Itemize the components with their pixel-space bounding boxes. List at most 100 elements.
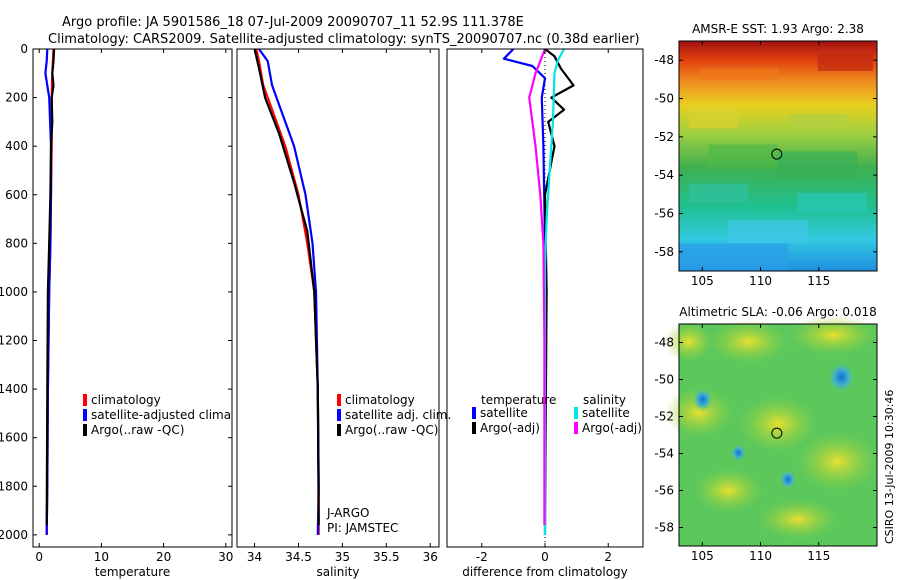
diff-series-salinity-argo-adj-	[528, 48, 547, 526]
diff-temp-legend-swatch	[472, 422, 476, 434]
sal-xtick-label: 36	[423, 550, 438, 564]
temp-ytick-label: 1800	[0, 479, 28, 493]
sal-series-climatology	[255, 48, 320, 535]
diff-xtick-label: 2	[604, 550, 612, 564]
diff-sal-legend-label: Argo(-adj)	[582, 421, 642, 435]
sal-annotation: PI: JAMSTEC	[327, 521, 398, 535]
temp-ytick-label: 400	[5, 139, 28, 153]
temp-ytick-label: 1200	[0, 334, 28, 348]
sla-ytick-label: -48	[654, 336, 674, 350]
sla-high-patch	[757, 499, 838, 540]
sst-patch	[688, 183, 749, 202]
temp-xtick-label: 10	[94, 550, 109, 564]
sla-low-patch	[730, 443, 747, 462]
sst-ytick-label: -58	[654, 245, 674, 259]
sal-xtick-label: 35.5	[373, 550, 400, 564]
sla-ytick-label: -54	[654, 447, 674, 461]
diff-sal-legend-label: satellite	[582, 406, 630, 420]
sst-patch	[778, 151, 858, 179]
figure-title-line2: Climatology: CARS2009. Satellite-adjuste…	[48, 32, 640, 47]
sal-legend-label: satellite adj. clim.	[345, 408, 451, 422]
sst-patch	[698, 68, 778, 81]
sst-patch	[679, 243, 788, 271]
sst-patch	[797, 192, 868, 212]
sla-ytick-label: -52	[654, 410, 674, 424]
diff-series-temperature-satellite	[502, 48, 547, 535]
temp-ytick-label: 200	[5, 91, 28, 105]
sla-high-patch	[788, 315, 879, 356]
sst-argo-marker	[771, 148, 783, 160]
sst-ytick-label: -50	[654, 92, 674, 106]
diff-sal-legend-swatch	[574, 422, 578, 434]
sla-high-patch	[738, 395, 818, 452]
sst-xtick-label: 105	[691, 274, 714, 288]
figure-title-line1: Argo profile: JA 5901586_18 07-Jul-2009 …	[62, 15, 524, 30]
sal-xlabel: salinity	[316, 565, 359, 579]
sal-series-argo-raw-qc-	[253, 48, 320, 526]
sla-xtick-label: 110	[749, 549, 772, 563]
temp-xtick-label: 20	[156, 550, 171, 564]
diff-xlabel: difference from climatology	[462, 565, 628, 579]
sst-patch	[688, 110, 739, 129]
sal-legend-label: climatology	[345, 393, 415, 407]
temp-xlabel: temperature	[95, 565, 170, 579]
temp-legend-label: Argo(..raw -QC)	[91, 423, 184, 437]
sal-xtick-label: 34	[247, 550, 262, 564]
sst-patch	[817, 52, 874, 71]
diff-legend-header: temperature	[481, 393, 556, 407]
temp-legend-swatch	[83, 394, 87, 406]
diff-series-salinity-satellite	[543, 48, 565, 535]
diff-xtick-label: -2	[476, 550, 488, 564]
sla-ytick-label: -56	[654, 484, 674, 498]
sal-legend-swatch	[337, 394, 341, 406]
diff-sal-legend-swatch	[574, 407, 578, 419]
temp-ytick-label: 800	[5, 236, 28, 250]
temp-legend-label: climatology	[91, 393, 161, 407]
diff-temp-legend-label: Argo(-adj)	[480, 421, 540, 435]
sst-frame	[678, 40, 878, 272]
sal-legend-swatch	[337, 424, 341, 436]
temp-ytick-label: 1600	[0, 431, 28, 445]
sla-ytick-label: -58	[654, 521, 674, 535]
sst-ytick-label: -54	[654, 168, 674, 182]
temp-xtick-label: 0	[35, 550, 43, 564]
temp-ytick-label: 0	[20, 42, 28, 56]
temp-legend-swatch	[83, 424, 87, 436]
diff-xtick-label: 0	[541, 550, 549, 564]
side-stamp: CSIRO 13-Jul-2009 10:30:46	[883, 390, 896, 544]
sla-xtick-label: 115	[807, 549, 830, 563]
diff-series-temperature-argo-adj-	[543, 48, 575, 526]
sla-high-patch	[795, 431, 880, 492]
sst-xtick-label: 110	[749, 274, 772, 288]
sal-xtick-label: 35	[335, 550, 350, 564]
diff-temp-legend-swatch	[472, 407, 476, 419]
sal-legend-label: Argo(..raw -QC)	[345, 423, 438, 437]
sal-axes: 34 34.5 35 35.5 36 salinity	[236, 48, 440, 579]
sst-ytick-label: -48	[654, 53, 674, 67]
sst-heatmap	[679, 41, 877, 271]
sla-high-patch	[708, 319, 789, 364]
plots-layer: 0 10 20 30020040060080010001200140016001800…	[0, 22, 880, 579]
temp-series-argo-raw-qc-	[45, 48, 56, 526]
temp-ytick-label: 2000	[0, 528, 28, 542]
diff-temp-legend-label: satellite	[480, 406, 528, 420]
sla-low-patch	[778, 469, 797, 490]
temp-legend-swatch	[83, 409, 87, 421]
sla-high-patch	[663, 321, 714, 362]
sst-title: AMSR-E SST: 1.93 Argo: 2.38	[692, 22, 864, 36]
sla-low-patch	[692, 387, 713, 412]
sst-patch	[708, 144, 778, 168]
sla-xtick-label: 105	[691, 549, 714, 563]
sst-ytick-label: -52	[654, 130, 674, 144]
temp-legend-label: satellite-adjusted climatology	[91, 408, 269, 422]
sst-patch	[787, 114, 848, 129]
sal-legend-swatch	[337, 409, 341, 421]
temp-ytick-label: 1000	[0, 285, 28, 299]
sla-heatmap	[663, 315, 880, 546]
sal-xtick-label: 34.5	[285, 550, 312, 564]
sla-high-patch	[693, 468, 764, 513]
temp-ytick-label: 1400	[0, 382, 28, 396]
